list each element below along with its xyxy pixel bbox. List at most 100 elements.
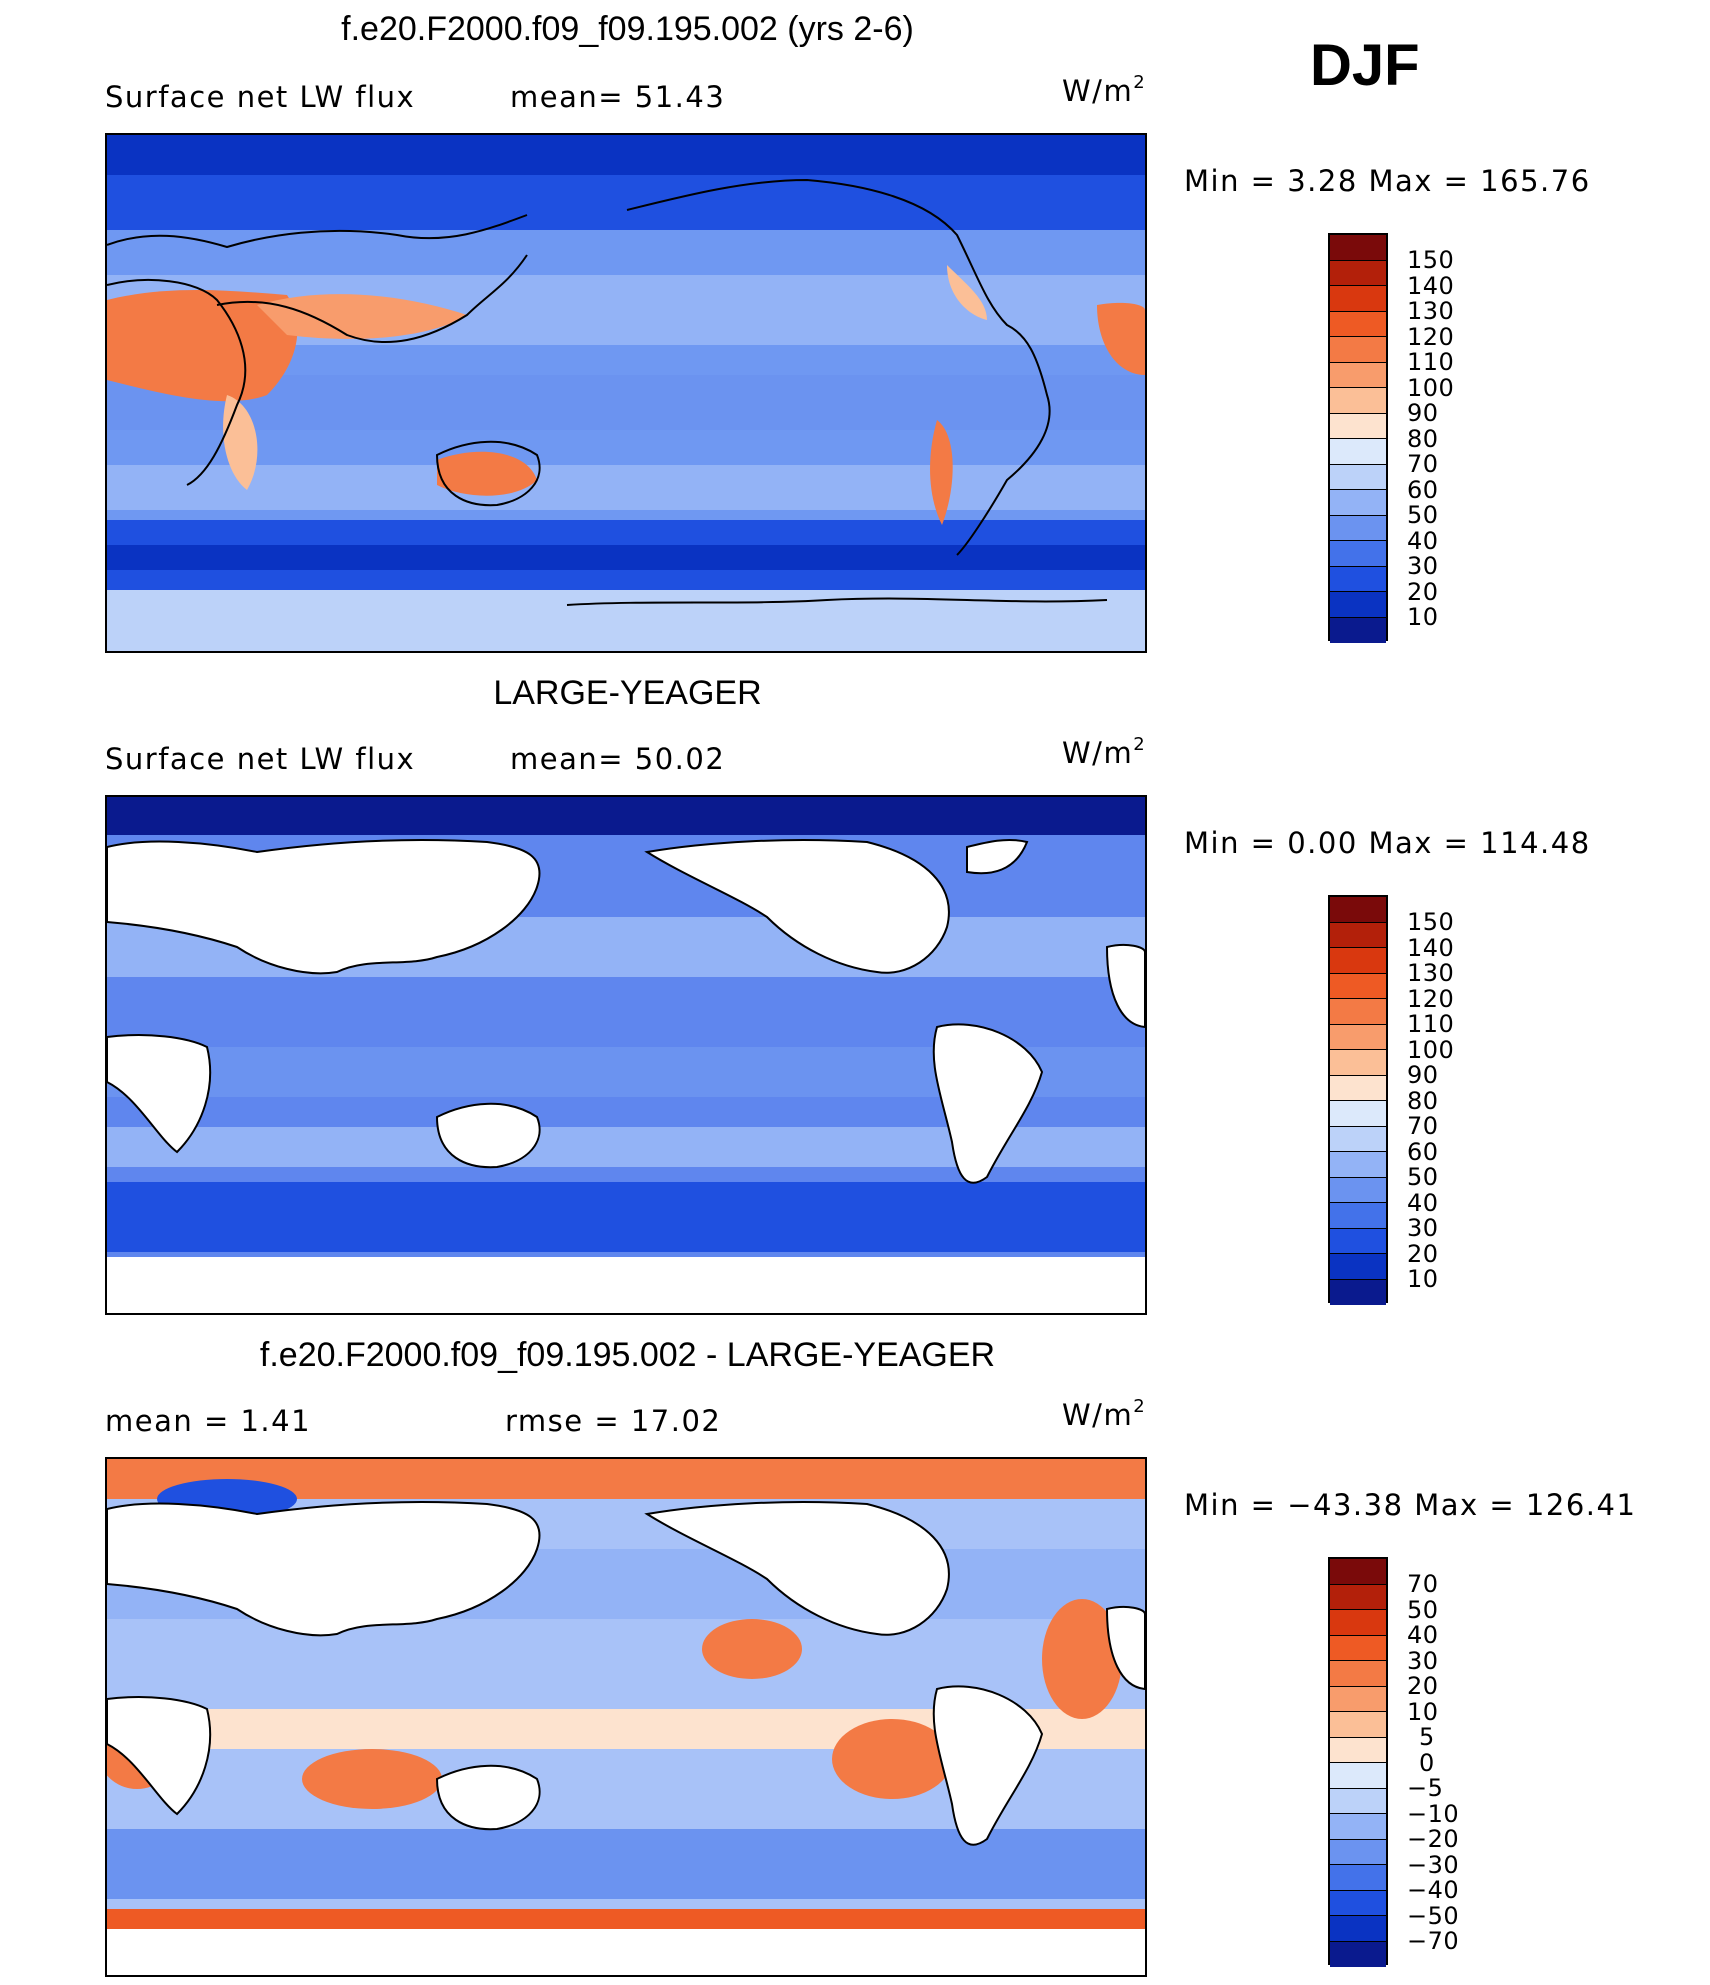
- colorbar-swatch: [1330, 1559, 1386, 1585]
- colorbar-swatch: [1330, 1177, 1386, 1203]
- colorbar-swatch: [1330, 948, 1386, 974]
- arctic-band: [107, 797, 1145, 835]
- min-max-readout: Min = −43.38 Max = 126.41: [1184, 1488, 1637, 1522]
- colorbar-swatch: [1330, 235, 1386, 261]
- colorbar-swatch: [1330, 464, 1386, 490]
- colorbar-swatch: [1330, 1635, 1386, 1661]
- colorbar-swatch: [1330, 592, 1386, 618]
- colorbar-swatch: [1330, 1024, 1386, 1050]
- colorbar-label: 30: [1407, 1647, 1439, 1675]
- colorbar-label: 0: [1419, 1749, 1435, 1777]
- warm-anomaly-indian: [302, 1749, 442, 1809]
- colorbar-swatch: [1330, 1763, 1386, 1789]
- colorbar-label: 120: [1407, 323, 1455, 351]
- colorbar-swatch: [1330, 1152, 1386, 1178]
- mean-value: mean= 51.43: [510, 80, 726, 114]
- colorbar-swatch: [1330, 566, 1386, 592]
- rmse-value: rmse = 17.02: [505, 1404, 722, 1438]
- colorbar-swatch: [1330, 1839, 1386, 1865]
- colorbar-swatch: [1330, 388, 1386, 414]
- colorbar-label: 20: [1407, 578, 1439, 606]
- colorbar-swatch: [1330, 1610, 1386, 1636]
- colorbar-swatch: [1330, 1916, 1386, 1942]
- antarctica-mask: [107, 1929, 1145, 1975]
- colorbar-swatch: [1330, 1890, 1386, 1916]
- colorbar-swatch: [1330, 515, 1386, 541]
- polar-band: [107, 135, 1145, 175]
- colorbar-label: 80: [1407, 1087, 1439, 1115]
- colorbar-swatch: [1330, 260, 1386, 286]
- colorbar-label: 140: [1407, 934, 1455, 962]
- colorbar-label: 110: [1407, 1010, 1455, 1038]
- colorbar-swatch: [1330, 1101, 1386, 1127]
- panel-title: f.e20.F2000.f09_f09.195.002 - LARGE-YEAG…: [259, 1336, 996, 1374]
- colorbar-swatch: [1330, 1661, 1386, 1687]
- colorbar-swatch: [1330, 1050, 1386, 1076]
- colorbar-label: −40: [1407, 1876, 1460, 1904]
- colorbar-swatch: [1330, 897, 1386, 923]
- colorbar-label: 40: [1407, 1189, 1439, 1217]
- colorbar-swatch: [1330, 1228, 1386, 1254]
- colorbar-swatch: [1330, 1737, 1386, 1763]
- colorbar-label: −70: [1407, 1927, 1460, 1955]
- colorbar-label: 10: [1407, 1265, 1439, 1293]
- colorbar-swatch: [1330, 1075, 1386, 1101]
- colorbar-label: 90: [1407, 399, 1439, 427]
- colorbar-swatch: [1330, 1941, 1386, 1967]
- mean-value: mean= 50.02: [510, 742, 726, 776]
- colorbar-label: 150: [1407, 908, 1455, 936]
- warm-anomaly-atlantic: [1042, 1599, 1122, 1719]
- asia-warm-patch: [257, 294, 467, 339]
- colorbar-label: 60: [1407, 476, 1439, 504]
- colorbar-label: 150: [1407, 246, 1455, 274]
- colorbar-swatch: [1330, 1865, 1386, 1891]
- southern-ocean-band: [107, 1182, 1145, 1252]
- colorbar-swatch: [1330, 999, 1386, 1025]
- sahara-warm-patch: [107, 290, 298, 402]
- australia-warm-patch: [437, 451, 537, 496]
- colorbar-swatch: [1330, 1814, 1386, 1840]
- colorbar-label: 5: [1419, 1723, 1435, 1751]
- andes-warm-patch: [930, 420, 953, 525]
- colorbar-swatch: [1330, 286, 1386, 312]
- colorbar-label: −30: [1407, 1851, 1460, 1879]
- south-subtropic-band: [107, 465, 1145, 510]
- field-name: Surface net LW flux: [105, 742, 416, 776]
- colorbar-label: −10: [1407, 1800, 1460, 1828]
- colorbar-diff: [1328, 1557, 1388, 1967]
- colorbar-label: 10: [1407, 1698, 1439, 1726]
- warm-anomaly-pacific: [832, 1719, 952, 1799]
- colorbar-swatch: [1330, 541, 1386, 567]
- colorbar-swatch: [1330, 362, 1386, 388]
- colorbar-label: 70: [1407, 1570, 1439, 1598]
- colorbar-swatch: [1330, 973, 1386, 999]
- storm-track-band: [107, 545, 1145, 570]
- colorbar-label: −50: [1407, 1902, 1460, 1930]
- colorbar-label: 100: [1407, 374, 1455, 402]
- min-max-readout: Min = 3.28 Max = 165.76: [1184, 164, 1591, 198]
- colorbar-swatch: [1330, 413, 1386, 439]
- colorbar-swatch: [1330, 617, 1386, 643]
- mexico-warm-patch: [947, 265, 987, 320]
- colorbar-label: 40: [1407, 1621, 1439, 1649]
- colorbar-swatch: [1330, 337, 1386, 363]
- field-name: Surface net LW flux: [105, 80, 416, 114]
- map-panel-diff: [105, 1457, 1147, 1977]
- land-mask: [107, 838, 1145, 1184]
- colorbar-label: 80: [1407, 425, 1439, 453]
- antarctica-mask: [107, 1257, 1145, 1313]
- colorbar-model: [1328, 233, 1388, 643]
- colorbar-swatch: [1330, 1126, 1386, 1152]
- colorbar-label: 130: [1407, 297, 1455, 325]
- units-label: W/m2: [1062, 1396, 1147, 1432]
- colorbar-label: 50: [1407, 1596, 1439, 1624]
- tropic-band: [107, 375, 1145, 430]
- colorbar-label: −20: [1407, 1825, 1460, 1853]
- west-africa-patch: [1097, 302, 1145, 375]
- colorbar-swatch: [1330, 1203, 1386, 1229]
- colorbar-swatch: [1330, 311, 1386, 337]
- colorbar-label: 60: [1407, 1138, 1439, 1166]
- colorbar-label: 50: [1407, 501, 1439, 529]
- coastlines: [107, 178, 1108, 606]
- colorbar-label: 30: [1407, 1214, 1439, 1242]
